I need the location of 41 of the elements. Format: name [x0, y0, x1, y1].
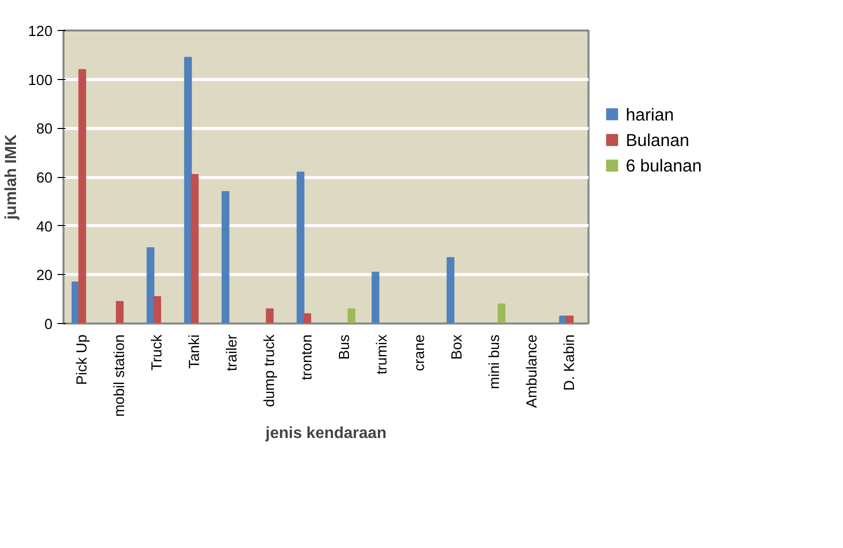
x-tick-label: trailer: [224, 334, 240, 372]
x-tick-label: trumix: [374, 334, 390, 374]
x-tick-label: mini bus: [486, 334, 503, 390]
x-tick-label: dump truck: [262, 334, 278, 407]
x-tick-label: Box: [449, 334, 466, 360]
x-tick-label: Bus: [336, 334, 353, 360]
bar: [190, 174, 199, 324]
y-tick-label: 80: [36, 122, 53, 138]
x-axis-title: jenis kendaraan: [264, 424, 386, 442]
bar: [153, 296, 162, 324]
y-tick-label: 120: [28, 24, 53, 40]
bar: [146, 247, 154, 324]
x-tick-label: Ambulance: [524, 334, 540, 408]
x-tick-label: Truck: [149, 334, 166, 371]
y-axis-title: jumlah IMK: [3, 134, 20, 221]
bar: [296, 172, 304, 324]
legend-label: harian: [626, 104, 674, 124]
x-tick-label: D. Kabin: [562, 334, 578, 391]
legend-label: 6 bulanan: [626, 156, 702, 176]
bar: [303, 313, 312, 324]
legend-label: Bulanan: [626, 130, 690, 150]
bar: [222, 191, 230, 324]
bar: [498, 303, 506, 324]
x-tick-label: tronton: [299, 334, 316, 380]
x-tick-label: crane: [412, 334, 428, 372]
y-tick-label: 0: [44, 317, 53, 333]
bar: [566, 316, 574, 324]
bar: [116, 301, 124, 324]
x-tick-label: mobil station: [112, 334, 128, 417]
y-tick-label: 100: [28, 72, 53, 89]
bar: [372, 272, 380, 324]
y-tick-label: 20: [36, 268, 53, 284]
bar: [78, 69, 86, 324]
x-tick-label: Pick Up: [74, 334, 90, 385]
bar: [184, 56, 192, 324]
bar: [348, 308, 356, 324]
y-tick-label: 40: [36, 219, 53, 236]
bar: [266, 308, 274, 324]
x-tick-label: Tanki: [186, 334, 203, 369]
bar: [446, 257, 454, 324]
y-tick-label: 60: [36, 170, 53, 186]
